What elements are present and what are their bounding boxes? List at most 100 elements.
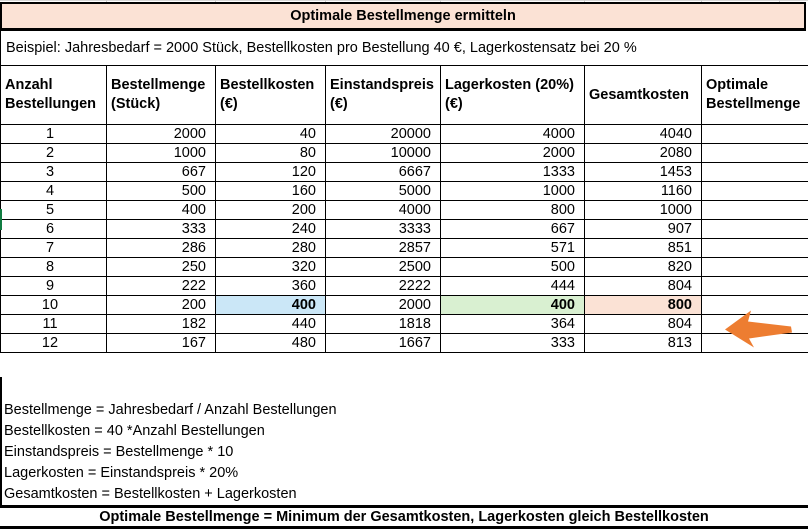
table-cell[interactable]: 400 xyxy=(215,295,326,315)
table-cell[interactable]: 3 xyxy=(0,162,107,182)
formula-line[interactable]: Gesamtkosten = Bestellkosten + Lagerkost… xyxy=(4,486,297,502)
table-cell[interactable]: 1453 xyxy=(584,162,702,182)
table-cell[interactable]: 10 xyxy=(0,295,107,315)
table-cell[interactable]: 800 xyxy=(584,295,702,315)
formula-line[interactable]: Einstandspreis = Bestellmenge * 10 xyxy=(4,444,234,460)
table-cell[interactable]: 1000 xyxy=(440,181,585,201)
table-cell[interactable]: 2000 xyxy=(106,124,216,144)
table-cell[interactable]: 500 xyxy=(440,257,585,277)
table-cell[interactable]: 333 xyxy=(106,219,216,239)
table-cell[interactable]: 10000 xyxy=(325,143,441,163)
table-cell[interactable]: 360 xyxy=(215,276,326,296)
table-cell[interactable] xyxy=(701,238,808,258)
table-cell[interactable] xyxy=(701,181,808,201)
header-cell[interactable]: Einstandspreis (€) xyxy=(325,65,441,125)
table-cell[interactable] xyxy=(701,219,808,239)
title-cell[interactable]: Optimale Bestellmenge ermitteln xyxy=(0,2,806,31)
header-cell[interactable]: Lagerkosten (20%) (€) xyxy=(440,65,585,125)
table-cell[interactable]: 1 xyxy=(0,124,107,144)
table-cell[interactable]: 9 xyxy=(0,276,107,296)
table-cell[interactable]: 40 xyxy=(215,124,326,144)
table-cell[interactable]: 20000 xyxy=(325,124,441,144)
table-cell[interactable]: 2000 xyxy=(440,143,585,163)
table-cell[interactable]: 320 xyxy=(215,257,326,277)
header-cell[interactable]: Bestellkosten (€) xyxy=(215,65,326,125)
table-cell[interactable]: 6667 xyxy=(325,162,441,182)
table-cell[interactable]: 1818 xyxy=(325,314,441,334)
formula-line[interactable]: Bestellkosten = 40 *Anzahl Bestellungen xyxy=(4,423,265,439)
table-cell[interactable]: 4000 xyxy=(440,124,585,144)
table-cell[interactable]: 440 xyxy=(215,314,326,334)
table-cell[interactable]: 12 xyxy=(0,333,107,353)
header-cell[interactable]: Bestellmenge (Stück) xyxy=(106,65,216,125)
table-cell[interactable]: 2 xyxy=(0,143,107,163)
header-cell[interactable]: Optimale Bestellmenge xyxy=(701,65,808,125)
table-cell[interactable]: 480 xyxy=(215,333,326,353)
table-cell[interactable]: 2080 xyxy=(584,143,702,163)
table-cell[interactable]: 120 xyxy=(215,162,326,182)
footer-note[interactable]: Optimale Bestellmenge = Minimum der Gesa… xyxy=(0,505,808,529)
table-cell[interactable] xyxy=(701,124,808,144)
table-cell[interactable]: 4000 xyxy=(325,200,441,220)
table-cell[interactable]: 907 xyxy=(584,219,702,239)
table-cell[interactable]: 804 xyxy=(584,314,702,334)
table-cell[interactable]: 667 xyxy=(440,219,585,239)
table-cell[interactable]: 444 xyxy=(440,276,585,296)
table-cell[interactable]: 813 xyxy=(584,333,702,353)
table-cell[interactable]: 8 xyxy=(0,257,107,277)
table-cell[interactable] xyxy=(701,276,808,296)
header-cell[interactable]: Gesamtkosten xyxy=(584,65,702,125)
table-cell[interactable]: 1000 xyxy=(584,200,702,220)
table-cell[interactable]: 4040 xyxy=(584,124,702,144)
table-cell[interactable]: 364 xyxy=(440,314,585,334)
formula-line[interactable]: Bestellmenge = Jahresbedarf / Anzahl Bes… xyxy=(4,402,337,418)
optimal-row-arrow-icon[interactable] xyxy=(723,309,794,349)
table-cell[interactable]: 200 xyxy=(106,295,216,315)
table-cell[interactable]: 286 xyxy=(106,238,216,258)
table-cell[interactable]: 240 xyxy=(215,219,326,239)
table-cell[interactable]: 1000 xyxy=(106,143,216,163)
table-cell[interactable]: 333 xyxy=(440,333,585,353)
header-cell[interactable]: Anzahl Bestellungen xyxy=(0,65,107,125)
table-cell[interactable]: 160 xyxy=(215,181,326,201)
table-cell[interactable]: 1160 xyxy=(584,181,702,201)
table-cell[interactable]: 6 xyxy=(0,219,107,239)
table-cell[interactable] xyxy=(701,162,808,182)
table-cell[interactable]: 1333 xyxy=(440,162,585,182)
table-cell[interactable]: 800 xyxy=(440,200,585,220)
table-cell[interactable]: 167 xyxy=(106,333,216,353)
table-cell[interactable]: 80 xyxy=(215,143,326,163)
example-cell[interactable]: Beispiel: Jahresbedarf = 2000 Stück, Bes… xyxy=(0,31,808,65)
table-cell[interactable]: 250 xyxy=(106,257,216,277)
table-row: 2 1000 80 10000 2000 2080 xyxy=(0,143,808,163)
table-cell[interactable]: 7 xyxy=(0,238,107,258)
formula-line[interactable]: Lagerkosten = Einstandspreis * 20% xyxy=(4,465,239,481)
table-cell[interactable]: 2222 xyxy=(325,276,441,296)
table-cell[interactable]: 11 xyxy=(0,314,107,334)
table-cell[interactable]: 5 xyxy=(0,200,107,220)
table-cell[interactable] xyxy=(701,257,808,277)
table-cell[interactable]: 4 xyxy=(0,181,107,201)
table-cell[interactable]: 400 xyxy=(106,200,216,220)
table-cell[interactable]: 2857 xyxy=(325,238,441,258)
table-cell[interactable] xyxy=(701,200,808,220)
table-cell[interactable]: 667 xyxy=(106,162,216,182)
table-cell[interactable]: 400 xyxy=(440,295,585,315)
table-cell[interactable]: 804 xyxy=(584,276,702,296)
table-row: 7 286 280 2857 571 851 xyxy=(0,238,808,258)
footer-text: Optimale Bestellmenge = Minimum der Gesa… xyxy=(99,509,709,525)
table-cell[interactable]: 3333 xyxy=(325,219,441,239)
table-cell[interactable]: 571 xyxy=(440,238,585,258)
table-cell[interactable]: 500 xyxy=(106,181,216,201)
table-cell[interactable]: 851 xyxy=(584,238,702,258)
table-cell[interactable] xyxy=(701,143,808,163)
table-cell[interactable]: 182 xyxy=(106,314,216,334)
table-cell[interactable]: 1667 xyxy=(325,333,441,353)
table-cell[interactable]: 5000 xyxy=(325,181,441,201)
table-cell[interactable]: 2000 xyxy=(325,295,441,315)
table-cell[interactable]: 280 xyxy=(215,238,326,258)
table-cell[interactable]: 200 xyxy=(215,200,326,220)
table-cell[interactable]: 2500 xyxy=(325,257,441,277)
table-cell[interactable]: 222 xyxy=(106,276,216,296)
table-cell[interactable]: 820 xyxy=(584,257,702,277)
